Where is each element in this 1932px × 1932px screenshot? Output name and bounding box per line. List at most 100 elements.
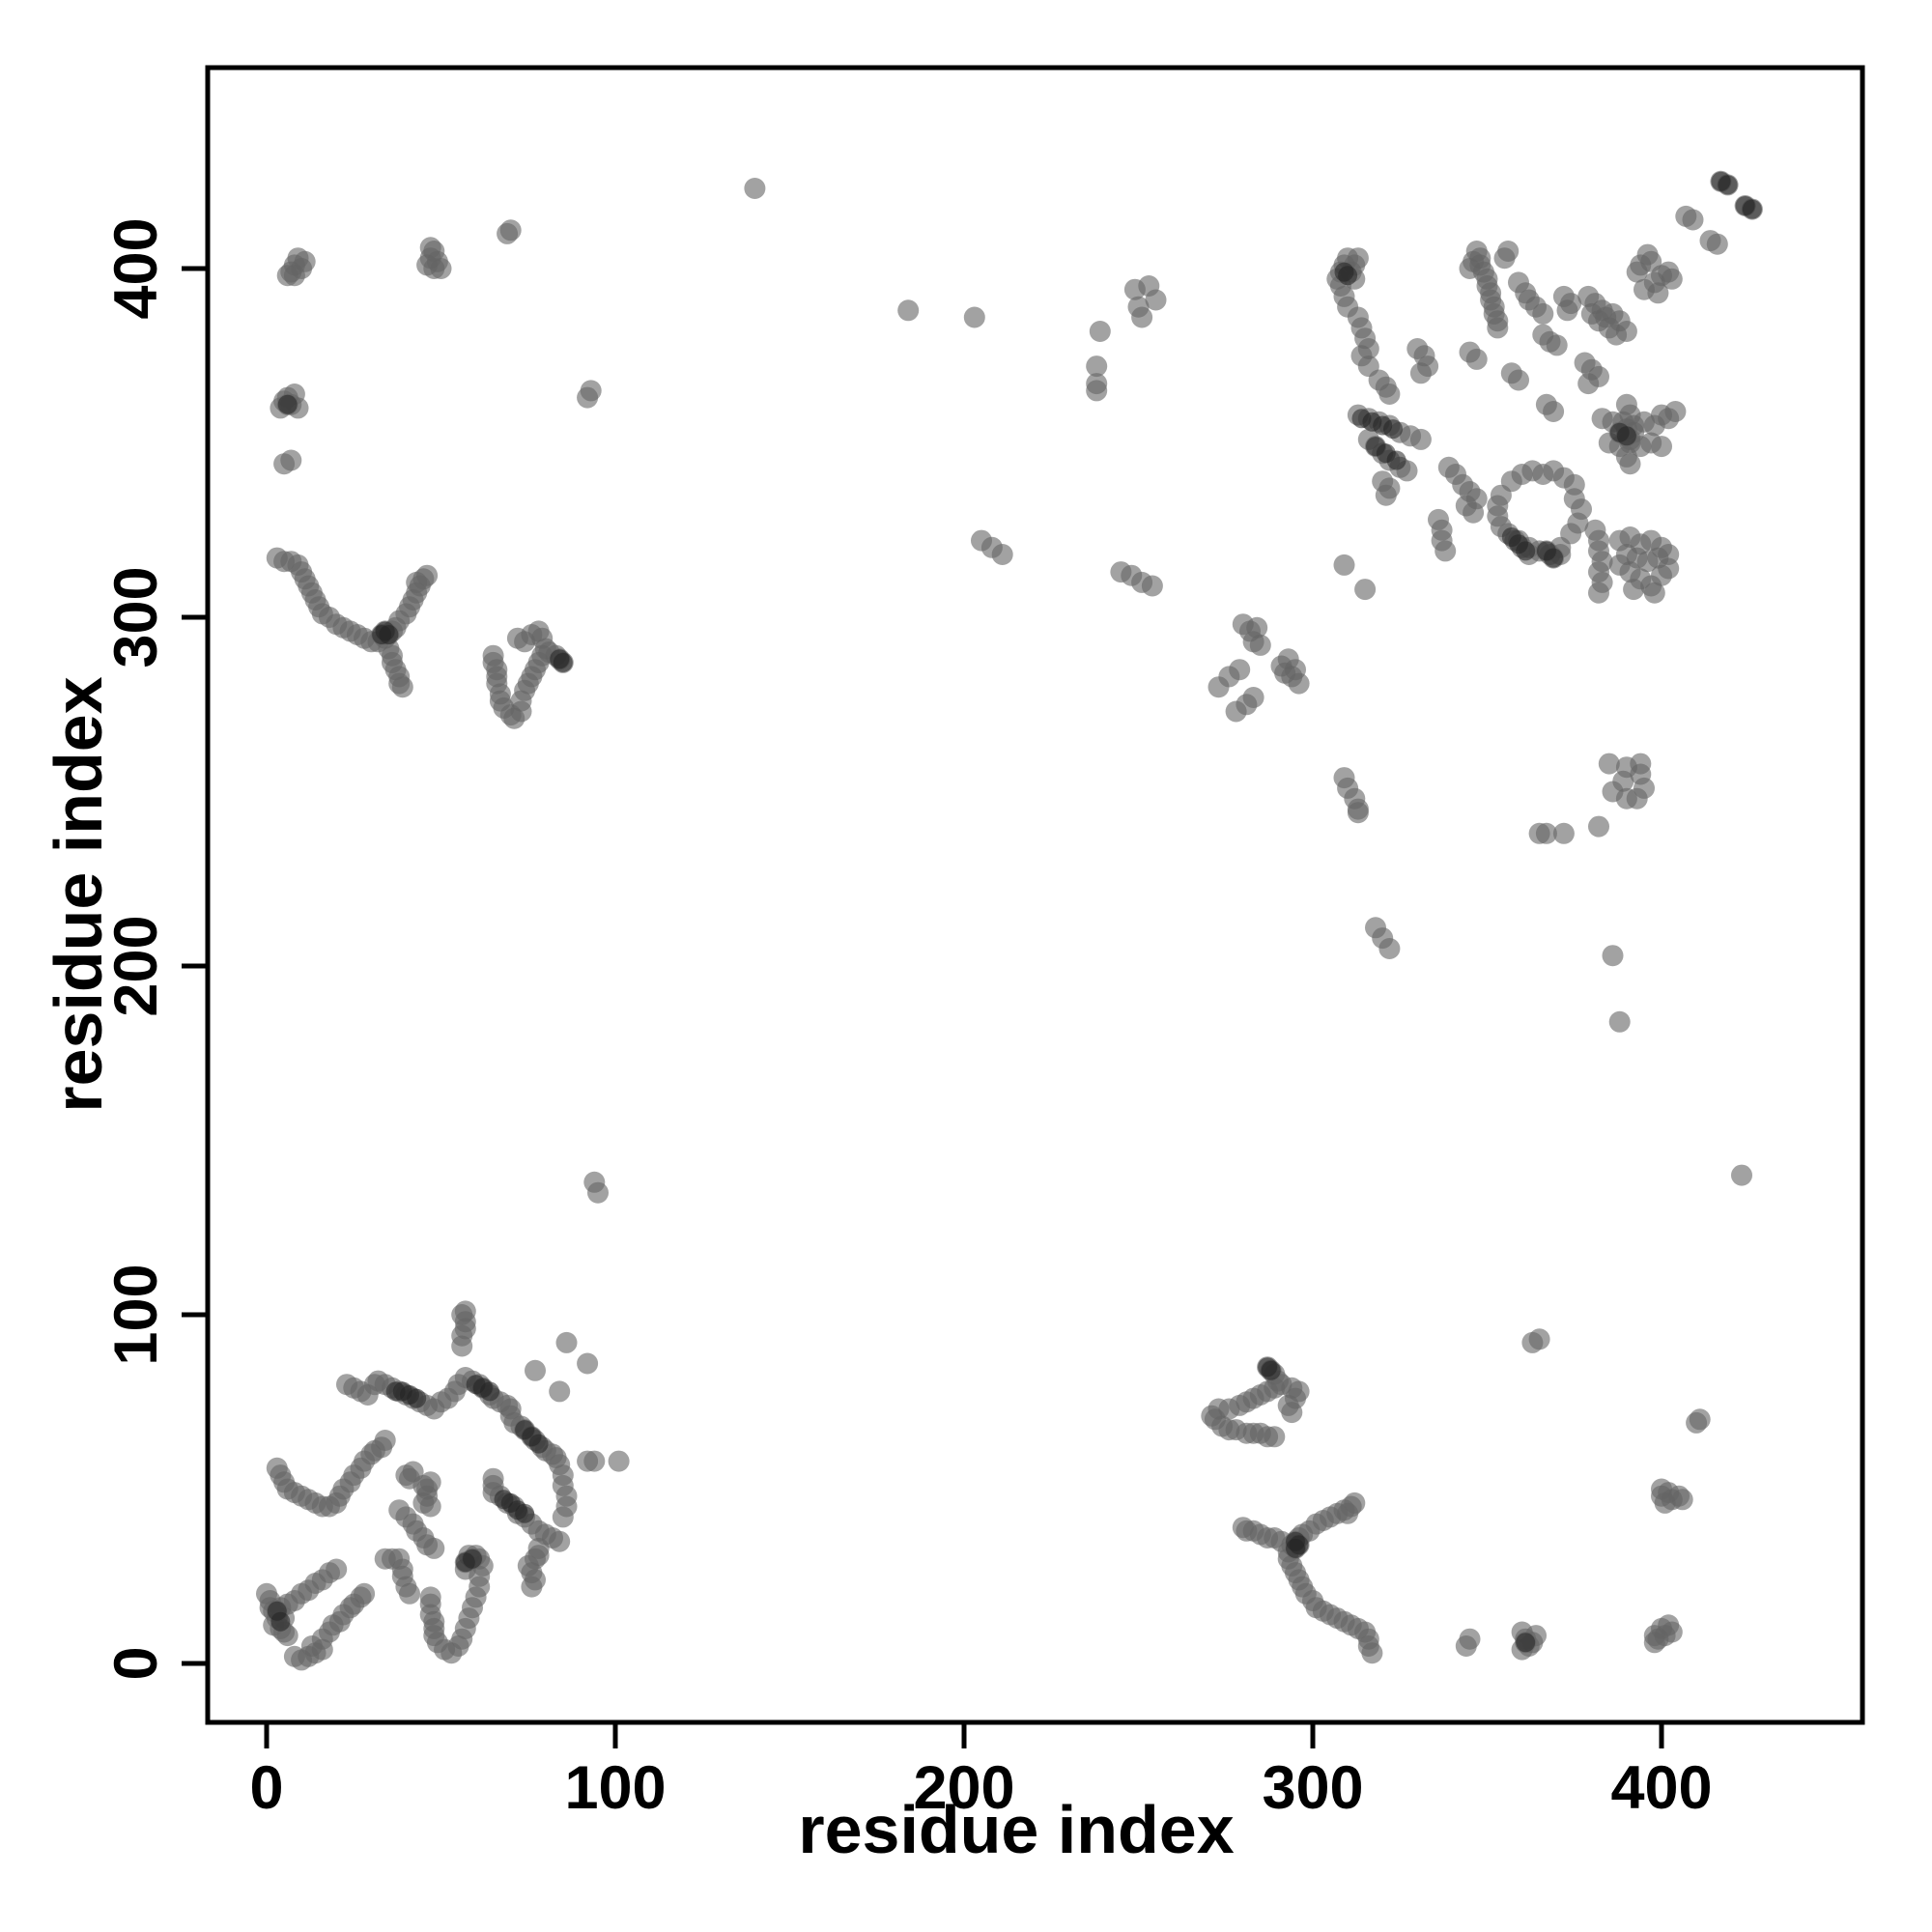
y-axis-tick-labels: 0 100 200 300 400	[102, 217, 170, 1680]
data-point	[1528, 822, 1550, 844]
data-point	[1643, 582, 1665, 604]
data-point	[1357, 355, 1379, 378]
data-point	[1333, 767, 1355, 789]
data-point	[1437, 456, 1460, 478]
x-tick-label: 200	[913, 1754, 1014, 1822]
data-point	[521, 1576, 543, 1598]
data-point	[1598, 753, 1620, 775]
data-point	[525, 1359, 546, 1381]
data-point	[1497, 241, 1520, 262]
scatter-dark-points-layer	[267, 171, 1762, 1653]
data-point	[1602, 945, 1624, 967]
data-point-dark	[1544, 548, 1564, 568]
data-point	[1378, 384, 1401, 405]
data-point	[555, 1331, 578, 1353]
data-point	[1661, 268, 1683, 290]
x-tick-label: 400	[1610, 1754, 1712, 1822]
data-point	[1086, 355, 1108, 378]
data-point	[1588, 815, 1609, 838]
data-point	[1664, 401, 1687, 422]
data-point	[423, 258, 445, 279]
y-tick-label: 100	[102, 1264, 170, 1365]
data-point-dark	[1286, 1531, 1305, 1551]
data-point	[1689, 1408, 1711, 1431]
data-point	[531, 627, 554, 649]
data-point	[326, 1558, 348, 1580]
data-point	[1634, 777, 1655, 799]
data-point	[1546, 334, 1568, 356]
data-point-dark	[1516, 1633, 1536, 1653]
y-tick-label: 200	[102, 915, 170, 1016]
data-point	[280, 449, 302, 471]
data-point	[374, 1430, 396, 1451]
data-point	[399, 1582, 420, 1605]
data-point	[549, 1380, 571, 1403]
y-tick-label: 300	[102, 566, 170, 668]
data-point	[1643, 1625, 1665, 1647]
data-point	[549, 1530, 571, 1552]
x-axis-ticks	[264, 1722, 1664, 1748]
data-point	[1409, 428, 1432, 450]
data-point	[1487, 317, 1509, 339]
data-point	[1354, 579, 1377, 601]
data-point	[1229, 659, 1251, 681]
x-axis-tick-labels: 0 100 200 300 400	[249, 1754, 1712, 1822]
data-point	[1347, 247, 1369, 270]
data-point	[1347, 802, 1369, 824]
data-point	[1086, 380, 1108, 402]
data-point	[525, 1548, 546, 1570]
data-point	[419, 237, 441, 259]
data-point-dark	[1616, 426, 1636, 446]
data-point-dark	[1742, 199, 1762, 219]
data-point-dark	[480, 1381, 499, 1402]
data-point	[1658, 557, 1680, 580]
data-point	[454, 1300, 476, 1322]
data-point	[587, 1181, 609, 1204]
data-point	[1089, 321, 1111, 342]
data-point	[1543, 401, 1565, 422]
data-point	[1145, 289, 1167, 311]
data-point	[1619, 453, 1641, 475]
data-point-dark	[1516, 541, 1536, 561]
data-point	[580, 380, 602, 402]
data-point-dark	[1386, 450, 1406, 470]
data-point	[1490, 484, 1512, 506]
data-point-dark	[515, 1503, 535, 1523]
data-point	[416, 564, 439, 586]
x-axis-title: residue index	[798, 1792, 1234, 1867]
data-point	[1608, 1010, 1631, 1033]
data-point	[1463, 501, 1485, 524]
data-point	[744, 178, 766, 199]
data-point	[1615, 321, 1637, 342]
data-point	[1508, 369, 1529, 391]
data-point	[451, 1335, 473, 1357]
data-point	[499, 1405, 522, 1427]
data-point-dark	[1383, 419, 1403, 440]
data-point	[1375, 484, 1397, 506]
data-point	[608, 1450, 630, 1472]
data-point	[577, 1352, 599, 1375]
data-point	[1671, 1489, 1693, 1511]
data-point-dark	[463, 1548, 482, 1569]
data-point	[1552, 822, 1575, 844]
plot-border-box	[205, 65, 1865, 1725]
data-point	[1435, 540, 1457, 562]
x-tick-label: 0	[249, 1754, 283, 1822]
y-tick-label: 400	[102, 217, 170, 319]
y-axis-ticks	[182, 266, 208, 1666]
data-point	[1630, 753, 1652, 775]
x-tick-label: 300	[1262, 1754, 1363, 1822]
data-point-dark	[553, 652, 573, 672]
data-point-dark	[1338, 266, 1358, 286]
x-tick-label: 100	[564, 1754, 666, 1822]
data-point	[1588, 582, 1609, 604]
data-point	[1333, 554, 1355, 576]
y-tick-label: 0	[102, 1646, 170, 1680]
data-point-dark	[528, 1434, 549, 1454]
data-point	[1232, 1517, 1254, 1539]
data-point	[897, 299, 920, 322]
y-axis-title: residue index	[41, 676, 116, 1112]
data-point	[963, 306, 985, 328]
data-point-dark	[379, 625, 399, 644]
data-point	[1459, 1628, 1481, 1650]
